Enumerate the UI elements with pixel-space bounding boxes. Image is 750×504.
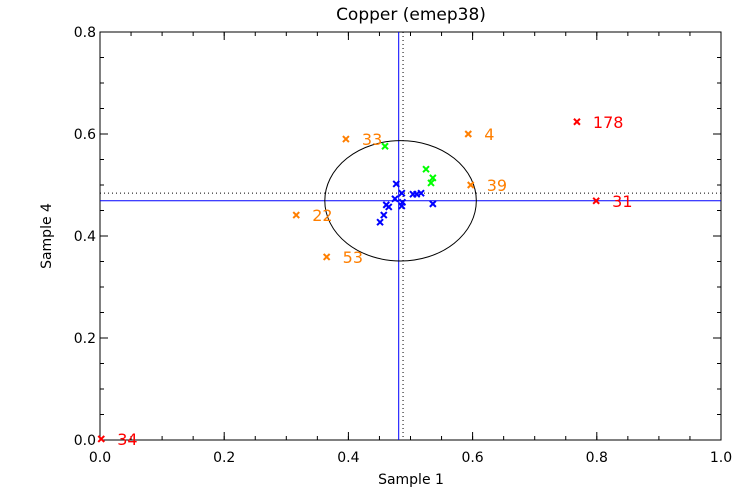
x-marker	[464, 130, 472, 138]
point-label: 53	[343, 248, 363, 267]
point-label: 178	[593, 113, 624, 132]
x-marker	[417, 189, 425, 197]
data-point-blue	[398, 198, 407, 207]
y-axis-label: Sample 4	[39, 203, 55, 269]
x-marker	[573, 118, 581, 126]
y-tick-label: 0.4	[74, 229, 96, 245]
x-tick-label: 0.2	[213, 450, 235, 466]
x-marker	[429, 174, 437, 182]
x-marker	[427, 179, 435, 187]
x-marker	[97, 435, 105, 443]
x-marker	[385, 203, 393, 211]
x-tick-label: 1.0	[710, 450, 732, 466]
x-marker	[392, 180, 400, 188]
x-marker	[381, 142, 389, 150]
data-point-outlier-red: 31	[592, 192, 633, 211]
data-point-outlier-orange: 33	[342, 130, 382, 149]
data-point-blue	[429, 200, 437, 208]
x-tick-label: 0.6	[461, 450, 483, 466]
confidence-ellipse	[324, 140, 477, 262]
data-point-blue	[376, 218, 384, 226]
chart-title: Copper (emep38)	[336, 5, 486, 25]
point-label: 4	[484, 125, 494, 144]
data-point-outlier-orange: 53	[322, 248, 363, 267]
x-tick-label: 0.8	[586, 450, 608, 466]
point-label: 39	[487, 176, 507, 195]
x-marker	[429, 200, 437, 208]
point-label: 31	[612, 192, 632, 211]
x-marker	[467, 181, 475, 189]
y-tick-label: 0.8	[74, 25, 96, 41]
y-tick-label: 0.0	[74, 433, 96, 449]
x-axis-label: Sample 1	[378, 472, 444, 488]
data-point-green	[429, 174, 437, 182]
data-point-green	[422, 165, 430, 173]
y-tick-label: 0.6	[74, 127, 96, 143]
x-marker	[380, 211, 388, 219]
x-marker	[592, 197, 600, 205]
x-marker	[342, 135, 350, 143]
x-marker	[322, 253, 331, 261]
x-marker	[391, 195, 399, 203]
data-point-green	[381, 142, 389, 150]
data-point-blue	[392, 180, 400, 188]
y-tick-label: 0.2	[74, 331, 96, 347]
point-label: 22	[312, 206, 332, 225]
data-point-blue	[391, 195, 399, 203]
data-point-outlier-orange: 4	[464, 125, 494, 144]
point-label: 34	[117, 430, 137, 449]
x-marker	[398, 198, 407, 207]
data-point-outlier-orange: 39	[467, 176, 507, 195]
x-marker	[376, 218, 384, 226]
data-point-outlier-red: 178	[573, 113, 624, 132]
point-label: 33	[362, 130, 382, 149]
x-marker	[422, 165, 430, 173]
x-marker	[398, 189, 406, 197]
x-tick-label: 0.0	[89, 450, 111, 466]
data-point-outlier-orange: 22	[292, 206, 333, 225]
data-point-outlier-red: 34	[97, 430, 138, 449]
data-point-blue	[417, 189, 425, 197]
data-point-blue	[385, 203, 393, 211]
data-point-blue	[380, 211, 388, 219]
x-marker	[292, 211, 300, 219]
data-point-green	[427, 179, 435, 187]
data-point-blue	[398, 189, 406, 197]
x-tick-label: 0.4	[337, 450, 359, 466]
plot-frame	[99, 31, 722, 441]
